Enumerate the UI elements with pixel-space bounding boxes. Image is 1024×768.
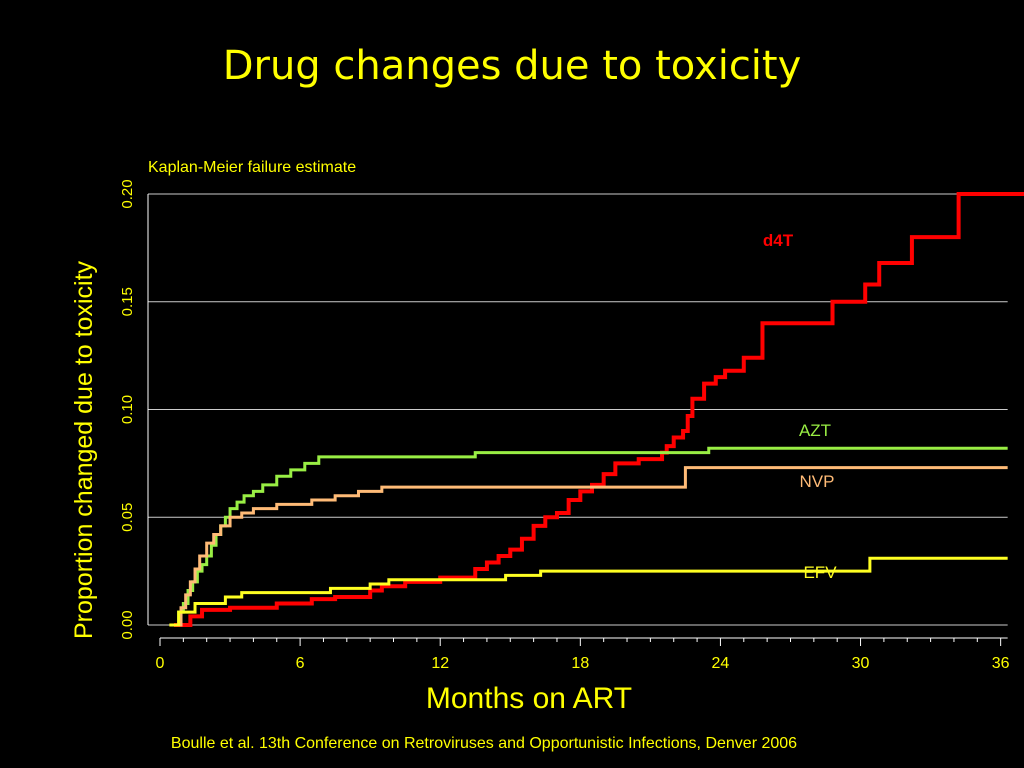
y-tick-label: 0.10 bbox=[119, 395, 136, 424]
series-label-azt: AZT bbox=[799, 421, 831, 440]
grid-lines bbox=[148, 193, 1008, 626]
y-tick-label: 0.20 bbox=[119, 179, 136, 208]
x-axis-label: Months on ART bbox=[426, 682, 632, 715]
y-tick-label: 0.00 bbox=[119, 610, 136, 639]
series-label-nvp: NVP bbox=[800, 472, 835, 491]
series-label-efv: EFV bbox=[803, 563, 837, 582]
chart-subtitle: Kaplan-Meier failure estimate bbox=[148, 159, 356, 176]
y-tick-label: 0.15 bbox=[119, 287, 136, 316]
x-tick-label: 24 bbox=[712, 655, 730, 672]
slide-title: Drug changes due to toxicity bbox=[222, 43, 802, 89]
x-tick-label: 18 bbox=[571, 655, 589, 672]
y-tick-label: 0.05 bbox=[119, 503, 136, 532]
x-tick-label: 30 bbox=[852, 655, 870, 672]
series-line-d4t bbox=[174, 192, 1024, 627]
x-tick-label: 0 bbox=[156, 655, 165, 672]
x-tick-label: 12 bbox=[431, 655, 449, 672]
axes: 0.00 0.05 0.10 0.15 0.20 0 6 12 18 24 30 36 bbox=[119, 179, 1010, 672]
x-tick-label: 36 bbox=[992, 655, 1010, 672]
x-tick-label: 6 bbox=[296, 655, 305, 672]
series-lines bbox=[169, 192, 1024, 627]
series-label-d4t: d4T bbox=[763, 231, 794, 250]
series-labels: d4T AZT NVP EFV bbox=[763, 231, 837, 582]
series-line-efv bbox=[169, 556, 1008, 627]
citation: Boulle et al. 13th Conference on Retrovi… bbox=[170, 735, 798, 752]
series-line-nvp bbox=[174, 466, 1008, 627]
y-axis-label: Proportion changed due to toxicity bbox=[70, 260, 98, 639]
series-line-azt bbox=[171, 446, 1008, 627]
